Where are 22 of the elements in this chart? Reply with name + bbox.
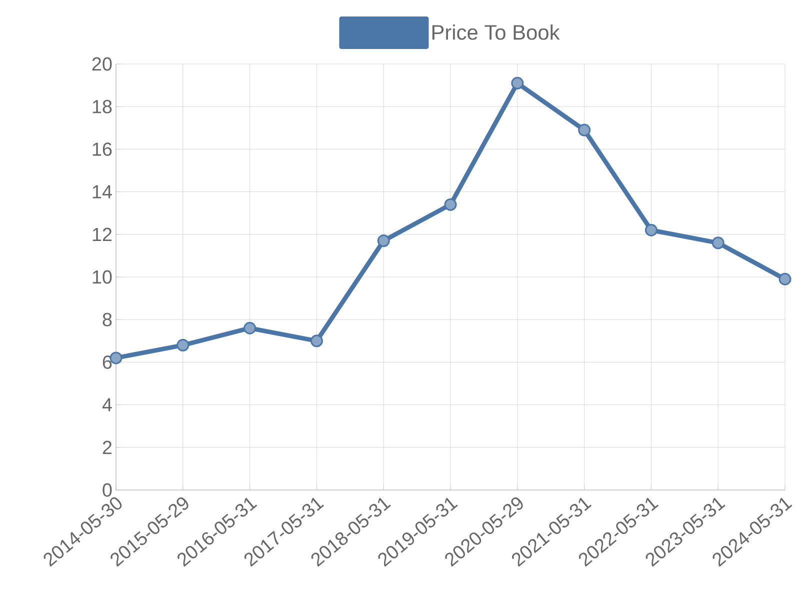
point xyxy=(244,322,256,334)
y-tick-label: 16 xyxy=(92,142,112,156)
y-tick-label: 10 xyxy=(92,270,112,284)
point xyxy=(310,334,323,348)
point xyxy=(778,272,792,286)
y-tick-label: 6 xyxy=(102,355,112,369)
y-tick-label: 14 xyxy=(92,185,112,198)
point xyxy=(511,76,524,90)
y-tick-label: 12 xyxy=(92,228,112,242)
point xyxy=(444,198,457,211)
point xyxy=(377,234,390,248)
legend-label: Price To Book xyxy=(432,24,560,40)
point xyxy=(644,224,658,236)
y-tick-label: 0 xyxy=(102,483,112,497)
point xyxy=(578,124,591,136)
y-tick-label: 4 xyxy=(102,398,112,412)
y-tick-label: 20 xyxy=(92,57,112,71)
point xyxy=(712,236,724,250)
point xyxy=(176,338,190,352)
y-tick-label: 8 xyxy=(102,312,112,326)
y-tick-label: 18 xyxy=(92,100,112,114)
y-tick-label: 2 xyxy=(102,440,112,454)
